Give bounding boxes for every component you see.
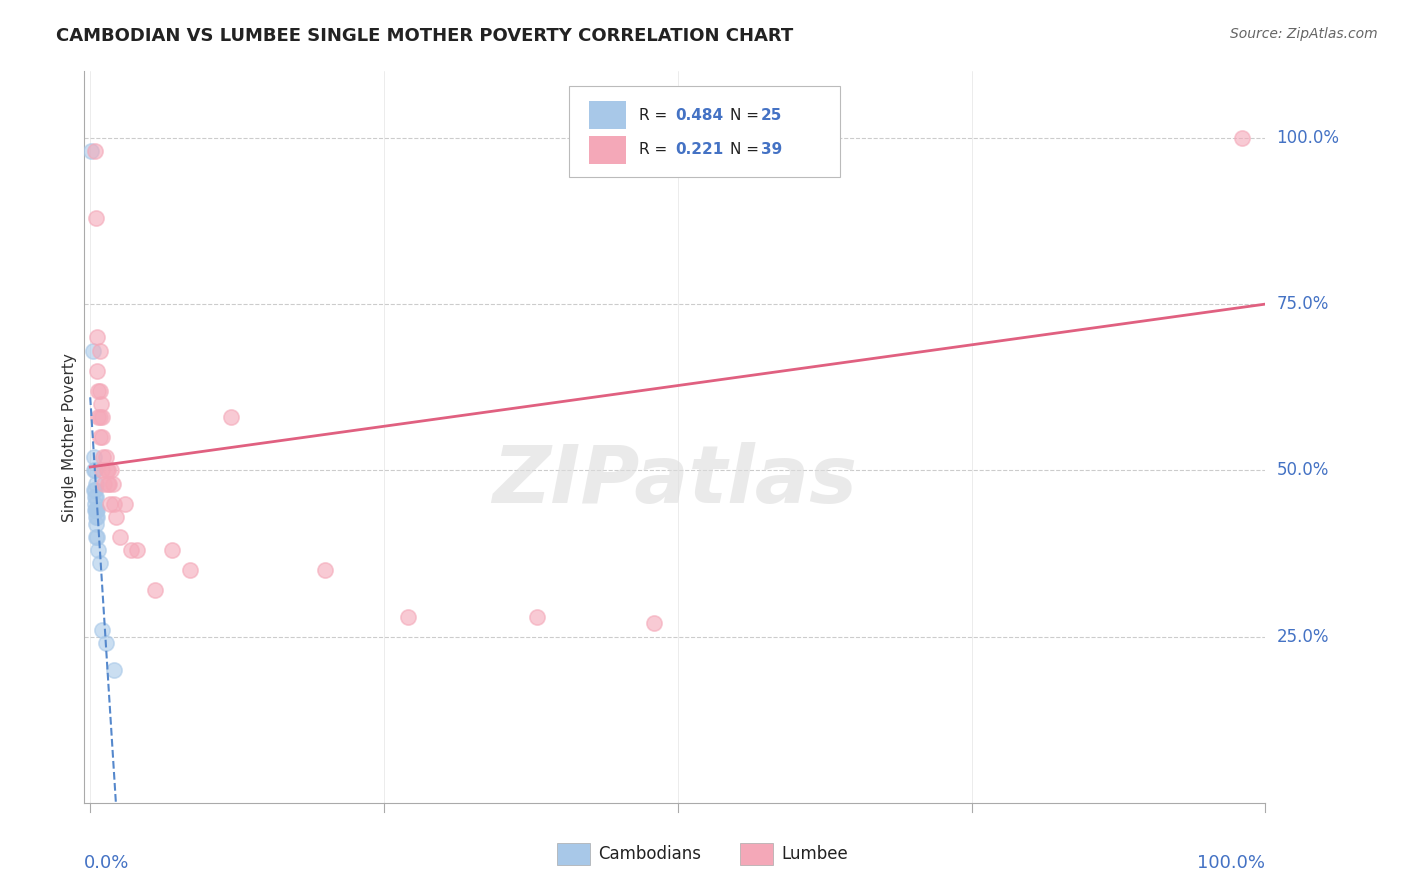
Text: 0.221: 0.221 — [675, 142, 723, 157]
Point — [97, 463, 120, 477]
Text: 39: 39 — [761, 142, 782, 157]
Text: R =: R = — [640, 142, 672, 157]
Point — [643, 616, 665, 631]
Point — [120, 543, 142, 558]
Text: 25.0%: 25.0% — [1277, 628, 1329, 646]
Point — [314, 563, 336, 577]
Point — [103, 497, 125, 511]
Text: 100.0%: 100.0% — [1277, 128, 1340, 147]
Point — [1230, 131, 1253, 145]
Point — [84, 490, 107, 504]
Point — [80, 144, 103, 158]
Point — [84, 476, 107, 491]
Y-axis label: Single Mother Poverty: Single Mother Poverty — [62, 352, 77, 522]
Point — [86, 503, 108, 517]
Point — [114, 497, 136, 511]
Point — [179, 563, 201, 577]
Text: ZIPatlas: ZIPatlas — [492, 442, 858, 520]
Point — [396, 609, 419, 624]
FancyBboxPatch shape — [568, 86, 841, 178]
Point — [98, 497, 121, 511]
Point — [89, 410, 111, 425]
Point — [86, 509, 108, 524]
Point — [127, 543, 149, 558]
Point — [84, 211, 107, 225]
Point — [103, 663, 125, 677]
Point — [84, 516, 107, 531]
Text: Cambodians: Cambodians — [598, 845, 702, 863]
Point — [94, 636, 117, 650]
Point — [82, 343, 104, 358]
Point — [84, 497, 107, 511]
Text: CAMBODIAN VS LUMBEE SINGLE MOTHER POVERTY CORRELATION CHART: CAMBODIAN VS LUMBEE SINGLE MOTHER POVERT… — [56, 27, 793, 45]
Point — [91, 450, 114, 464]
FancyBboxPatch shape — [557, 843, 591, 865]
Point — [162, 543, 184, 558]
Point — [86, 363, 108, 377]
Point — [87, 384, 110, 398]
Point — [84, 503, 107, 517]
Point — [94, 450, 117, 464]
Text: 50.0%: 50.0% — [1277, 461, 1329, 479]
FancyBboxPatch shape — [589, 102, 627, 129]
Point — [91, 430, 114, 444]
Text: 100.0%: 100.0% — [1198, 854, 1265, 872]
Point — [96, 463, 118, 477]
Point — [89, 430, 111, 444]
Point — [101, 476, 124, 491]
Point — [84, 503, 107, 517]
Point — [84, 509, 107, 524]
Text: Source: ZipAtlas.com: Source: ZipAtlas.com — [1230, 27, 1378, 41]
Point — [84, 490, 107, 504]
Point — [84, 503, 107, 517]
Point — [89, 384, 111, 398]
Point — [97, 476, 120, 491]
Text: 0.0%: 0.0% — [84, 854, 129, 872]
Point — [83, 483, 105, 498]
Text: N =: N = — [730, 142, 765, 157]
Text: 25: 25 — [761, 108, 783, 123]
Point — [89, 343, 111, 358]
Text: Lumbee: Lumbee — [782, 845, 848, 863]
Point — [100, 463, 122, 477]
FancyBboxPatch shape — [589, 136, 627, 163]
Point — [84, 144, 107, 158]
Point — [93, 476, 115, 491]
Text: R =: R = — [640, 108, 672, 123]
Point — [108, 530, 131, 544]
Point — [98, 476, 121, 491]
Point — [83, 450, 105, 464]
Point — [86, 330, 108, 344]
Text: 0.484: 0.484 — [675, 108, 723, 123]
FancyBboxPatch shape — [740, 843, 773, 865]
Point — [89, 557, 111, 571]
Point — [84, 463, 107, 477]
Text: 75.0%: 75.0% — [1277, 295, 1329, 313]
Point — [84, 483, 107, 498]
Point — [526, 609, 548, 624]
Point — [83, 463, 105, 477]
Point — [90, 397, 112, 411]
Point — [91, 463, 114, 477]
Point — [105, 509, 128, 524]
Point — [219, 410, 242, 425]
Point — [143, 582, 166, 597]
Point — [91, 410, 114, 425]
Point — [87, 543, 110, 558]
Text: N =: N = — [730, 108, 765, 123]
Point — [86, 530, 108, 544]
Point — [84, 530, 107, 544]
Point — [91, 623, 114, 637]
Point — [87, 410, 110, 425]
